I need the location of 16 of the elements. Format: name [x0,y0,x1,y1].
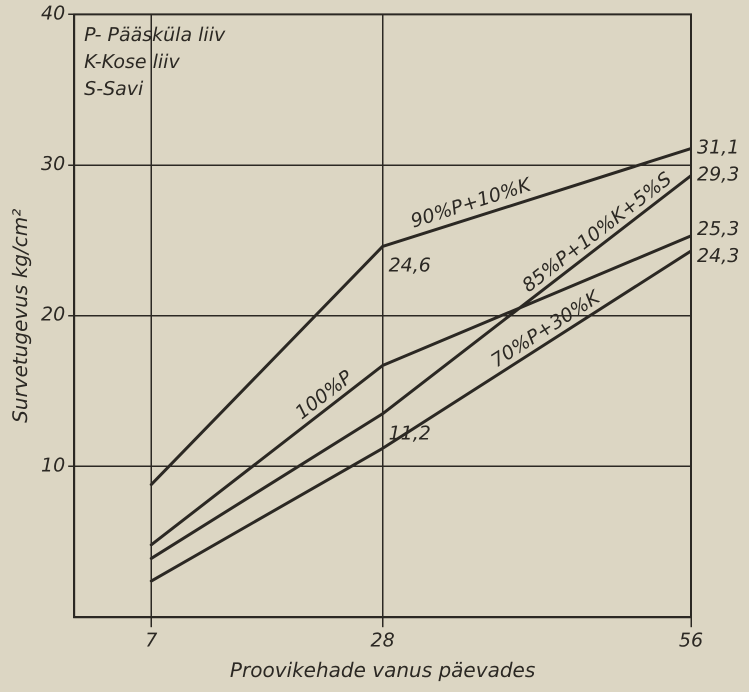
y-tick-label: 30 [40,153,66,176]
data-label: 24,6 [388,254,431,276]
x-tick-label: 56 [678,630,704,652]
data-label: 25,3 [697,218,740,240]
x-axis-title: Proovikehade vanus päevades [230,658,536,682]
data-label: 24,3 [697,244,740,267]
x-tick-label: 28 [370,630,395,652]
y-tick-label: 10 [40,454,66,476]
annotation: K-Kose liiv [84,50,180,73]
annotation: S-Savi [84,78,144,100]
y-axis-title: Survetugevus kg/cm² [8,208,32,423]
x-tick-label: 7 [145,630,158,652]
y-tick-label: 20 [40,304,66,326]
y-tick-label: 40 [40,2,66,24]
data-label: 31,1 [697,136,740,158]
data-label: 29,3 [697,164,740,186]
